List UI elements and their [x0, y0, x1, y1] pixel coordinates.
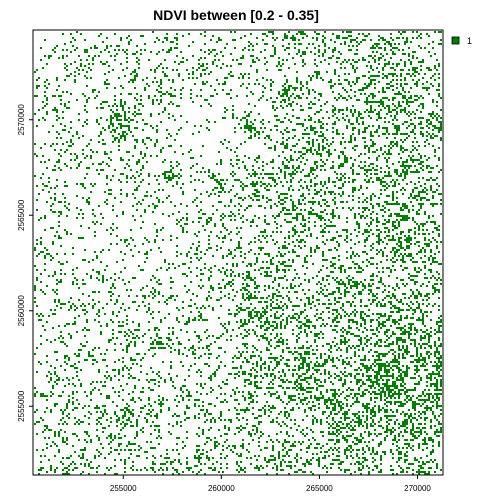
- chart-title-group: NDVI between [0.2 - 0.35]: [153, 7, 319, 23]
- y-tick-label: 2555000: [17, 390, 26, 422]
- raster-cells: [34, 31, 442, 475]
- ndvi-raster-fill: [34, 31, 442, 475]
- legend-label: 1: [467, 36, 472, 46]
- chart-title: NDVI between [0.2 - 0.35]: [153, 7, 319, 23]
- y-tick-label: 2560000: [17, 295, 26, 327]
- x-tick-label: 255000: [110, 484, 137, 493]
- legend: 1: [451, 36, 472, 46]
- y-tick-label: 2565000: [17, 199, 26, 231]
- x-axis: 255000 260000 265000 270000: [110, 475, 431, 493]
- x-tick-label: 260000: [208, 484, 235, 493]
- plot-frame: [32, 29, 444, 476]
- x-tick-label: 270000: [404, 484, 431, 493]
- y-tick-label: 2570000: [17, 104, 26, 136]
- x-tick-label: 265000: [306, 484, 333, 493]
- y-axis: 2555000 2560000 2565000 2570000: [17, 104, 33, 422]
- legend-swatch: [451, 36, 460, 45]
- plot-border: [32, 29, 444, 476]
